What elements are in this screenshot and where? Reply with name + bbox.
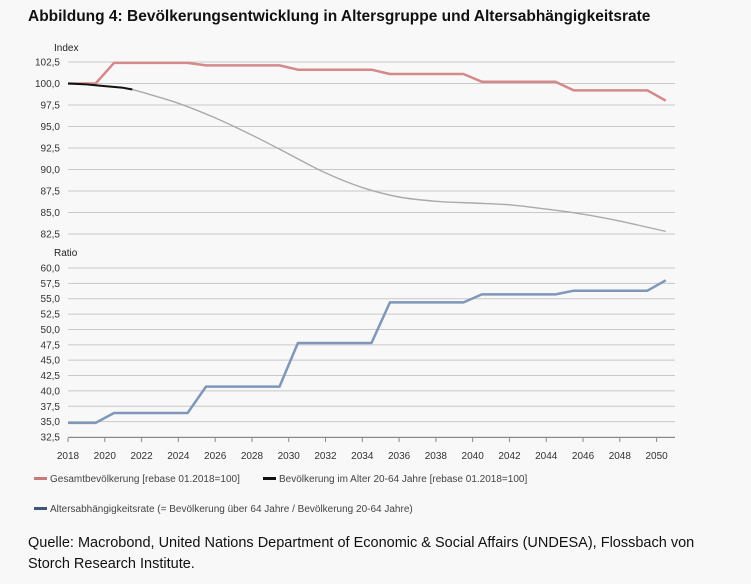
x-tick-label: 2024 — [167, 451, 190, 462]
ratio-panel: Ratio 32,5 35,0 37,5 40,0 42,5 45,0 47,5 50,0 52,… — [41, 248, 675, 444]
y-tick-label: 92,5 — [41, 144, 61, 155]
legend-item-gesamt: Gesamtbevölkerung [rebase 01.2018=100] — [34, 474, 240, 485]
legend-label: Altersabhängigkeitsrate (= Bevölkerung ü… — [50, 504, 413, 515]
y-tick-label: 42,5 — [41, 371, 61, 382]
legend-swatch-gesamt — [34, 476, 47, 480]
legend-label: Bevölkerung im Alter 20-64 Jahre [rebase… — [279, 474, 528, 485]
x-axis: 2018 2020 2022 2024 2026 2028 2030 2032 2034 2036… — [57, 437, 675, 462]
x-tick-label: 2036 — [388, 451, 411, 462]
chart-title: Abbildung 4: Bevölkerungsentwicklung in … — [28, 8, 651, 25]
y-axis-label-ratio: Ratio — [54, 248, 78, 259]
x-tick-label: 2018 — [57, 451, 80, 462]
y-tick-label: 45,0 — [41, 356, 61, 367]
y-tick-label: 82,5 — [41, 230, 61, 241]
series-line-gesamtbevölkerung — [68, 61, 667, 102]
y-tick-label: 95,0 — [41, 122, 61, 133]
source-note: Quelle: Macrobond, United Nations Depart… — [28, 535, 695, 572]
x-tick-label: 2020 — [94, 451, 117, 462]
y-tick-label: 100,0 — [35, 79, 60, 90]
x-tick-label: 2040 — [462, 451, 485, 462]
series-line-altersabhängigkeitsrate — [68, 279, 667, 425]
y-tick-label: 47,5 — [41, 340, 61, 351]
index-panel: Index 82,5 85,0 87,5 90,0 92,5 95,0 97,5 100,0 10… — [35, 43, 675, 241]
y-tick-label: 35,0 — [41, 417, 61, 428]
x-tick-label: 2022 — [130, 451, 153, 462]
y-axis-label-index: Index — [54, 43, 78, 54]
series-line-bevölkerung — [67, 82, 133, 91]
x-tick-label: 2044 — [535, 451, 558, 462]
legend-label: Gesamtbevölkerung [rebase 01.2018=100] — [50, 474, 240, 485]
y-tick-label: 50,0 — [41, 325, 61, 336]
x-tick-label: 2042 — [498, 451, 521, 462]
y-tick-label: 57,5 — [41, 279, 61, 290]
y-tick-label: 87,5 — [41, 187, 61, 198]
x-tick-label: 2046 — [572, 451, 595, 462]
x-tick-label: 2032 — [314, 451, 337, 462]
y-tick-label: 102,5 — [35, 58, 60, 69]
legend-item-alter-20-64: Bevölkerung im Alter 20-64 Jahre [rebase… — [263, 474, 527, 485]
x-tick-label: 2048 — [609, 451, 632, 462]
x-tick-label: 2050 — [645, 451, 668, 462]
legend-item-ratio: Altersabhängigkeitsrate (= Bevölkerung ü… — [34, 504, 413, 515]
y-tick-label: 90,0 — [41, 165, 61, 176]
y-tick-label: 97,5 — [41, 101, 61, 112]
series-line-bevölkerung-projection — [132, 88, 666, 233]
y-tick-label: 60,0 — [41, 264, 61, 275]
chart-area: Index 82,5 85,0 87,5 90,0 92,5 95,0 97,5 100,0 10… — [35, 43, 675, 462]
x-tick-label: 2028 — [241, 451, 264, 462]
y-tick-label: 52,5 — [41, 310, 61, 321]
legend-swatch-alter-20-64 — [263, 476, 276, 480]
x-tick-label: 2034 — [351, 451, 374, 462]
y-tick-label: 37,5 — [41, 402, 61, 413]
y-tick-label: 40,0 — [41, 386, 61, 397]
x-tick-label: 2030 — [278, 451, 301, 462]
x-tick-label: 2026 — [204, 451, 227, 462]
y-tick-label: 55,0 — [41, 294, 61, 305]
x-tick-label: 2038 — [425, 451, 448, 462]
y-tick-label: 32,5 — [41, 433, 61, 444]
legend-swatch-ratio — [34, 506, 47, 510]
y-tick-label: 85,0 — [41, 208, 61, 219]
